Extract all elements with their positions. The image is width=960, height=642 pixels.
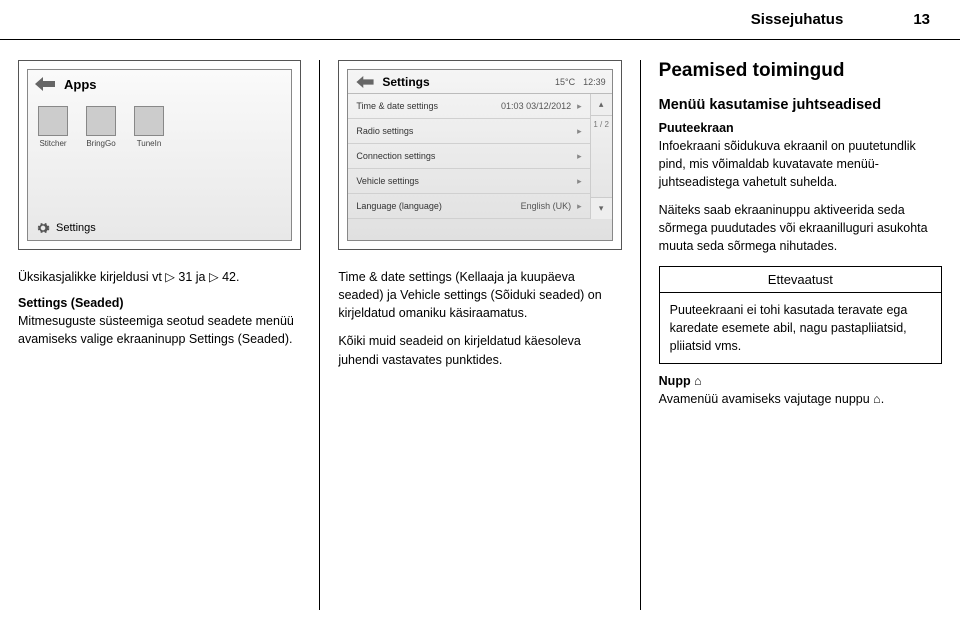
column-3: Peamised toimingud Menüü kasutamise juht… (641, 40, 960, 630)
caution-heading: Ettevaatust (660, 267, 941, 293)
scroll-down-button[interactable]: ▾ (591, 197, 612, 219)
settings-scrollbar: ▴ 1 / 2 ▾ (590, 94, 612, 219)
col3-section-title: Peamised toimingud (659, 60, 942, 82)
back-icon[interactable] (354, 73, 376, 91)
apps-screenshot: Apps Stitcher BringGo TuneIn Settings (18, 60, 301, 250)
settings-list: Time & date settings01:03 03/12/2012▸ Ra… (348, 94, 589, 219)
settings-screenshot: Settings 15°C 12:39 Time & date settings… (338, 60, 621, 250)
col1-subhead: Settings (Seaded) (18, 296, 301, 310)
settings-time: 12:39 (583, 77, 606, 87)
back-icon[interactable] (34, 75, 56, 93)
col2-paragraph-2: Kõiki muid seadeid on kirjeldatud käesol… (338, 332, 621, 368)
col3-paragraph-3: Avamenüü avamiseks vajutage nuppu ⌂. (659, 390, 942, 408)
settings-page-indicator: 1 / 2 (591, 116, 612, 197)
apps-title: Apps (64, 77, 97, 92)
chevron-right-icon: ▸ (577, 101, 582, 112)
manual-page: Sissejuhatus 13 Apps Stitcher BringGo Tu (0, 0, 960, 642)
app-tile-tunein[interactable]: TuneIn (134, 106, 164, 148)
apps-footer-label[interactable]: Settings (56, 222, 96, 234)
app-tile-stitcher[interactable]: Stitcher (38, 106, 68, 148)
settings-row[interactable]: Time & date settings01:03 03/12/2012▸ (348, 94, 589, 119)
col3-paragraph-1: Infoekraani sõidukuva ekraanil on puutet… (659, 137, 942, 191)
app-tile-bringgo[interactable]: BringGo (86, 106, 116, 148)
col3-subsection-title: Menüü kasutamise juhtseadised (659, 96, 942, 115)
settings-title: Settings (382, 75, 555, 89)
chevron-right-icon: ▸ (577, 151, 582, 162)
col3-sub1: Puuteekraan (659, 121, 942, 135)
app-label: TuneIn (137, 139, 162, 148)
col2-paragraph-1: Time & date settings (Kellaaja ja kuupäe… (338, 268, 621, 322)
chevron-right-icon: ▸ (577, 126, 582, 137)
home-icon: ⌂ (873, 390, 881, 408)
col3-sub2: Nupp ⌂ (659, 374, 942, 388)
col1-paragraph-2: Mitmesuguste süsteemiga seotud seadete m… (18, 312, 301, 348)
col1-paragraph-1: Üksikasjalikke kirjeldusi vt ▷ 31 ja ▷ 4… (18, 268, 301, 286)
caution-body: Puuteekraani ei tohi kasutada teravate e… (660, 293, 941, 363)
scroll-up-button[interactable]: ▴ (591, 94, 612, 116)
col3-paragraph-2: Näiteks saab ekraaninuppu aktiveerida se… (659, 201, 942, 255)
app-label: Stitcher (39, 139, 66, 148)
chevron-right-icon: ▸ (577, 176, 582, 187)
settings-row[interactable]: Language (language)English (UK)▸ (348, 194, 589, 219)
caution-box: Ettevaatust Puuteekraani ei tohi kasutad… (659, 266, 942, 364)
gear-icon (36, 221, 50, 235)
column-2: Settings 15°C 12:39 Time & date settings… (320, 40, 639, 630)
settings-row[interactable]: Vehicle settings▸ (348, 169, 589, 194)
home-icon: ⌂ (694, 374, 702, 388)
column-1: Apps Stitcher BringGo TuneIn Settings Ük… (0, 40, 319, 630)
header-page-number: 13 (913, 11, 930, 28)
header-section-title: Sissejuhatus (751, 11, 844, 28)
settings-row[interactable]: Radio settings▸ (348, 119, 589, 144)
settings-temp: 15°C (555, 77, 575, 87)
page-header: Sissejuhatus 13 (0, 0, 960, 40)
chevron-right-icon: ▸ (577, 201, 582, 212)
settings-row[interactable]: Connection settings▸ (348, 144, 589, 169)
app-label: BringGo (86, 139, 115, 148)
